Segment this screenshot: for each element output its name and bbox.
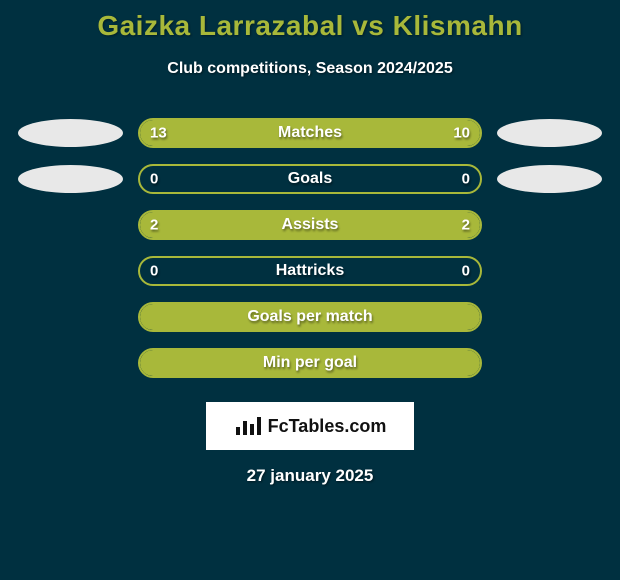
stat-row: Goals per match xyxy=(10,294,610,340)
bars-icon xyxy=(234,415,262,437)
subtitle: Club competitions, Season 2024/2025 xyxy=(0,60,620,78)
fill-left xyxy=(140,212,310,238)
player-right-ellipse xyxy=(497,165,602,193)
stat-bar: Hattricks0 0 xyxy=(138,256,482,286)
date-line: 27 january 2025 xyxy=(0,466,620,486)
player-left-ellipse xyxy=(18,119,123,147)
fill-left xyxy=(140,304,480,330)
stat-bar: Assists22 xyxy=(138,210,482,240)
stat-bar: Min per goal xyxy=(138,348,482,378)
player-left-ellipse xyxy=(18,165,123,193)
stat-row: Hattricks0 0 xyxy=(10,248,610,294)
stat-row: Matches1310 xyxy=(10,110,610,156)
stat-row: Assists22 xyxy=(10,202,610,248)
logo-box: FcTables.com xyxy=(206,402,414,450)
player-right-ellipse xyxy=(497,119,602,147)
value-left: 0 xyxy=(150,263,158,280)
comparison-chart: Matches1310Goals00Assists22Hattricks00Go… xyxy=(0,110,620,386)
fill-right xyxy=(330,120,480,146)
stat-label: Hattricks xyxy=(140,262,480,280)
fill-right xyxy=(310,212,480,238)
stat-label: Goals xyxy=(140,170,480,188)
stat-bar: Goals per match xyxy=(138,302,482,332)
stat-bar: Goals0 0 xyxy=(138,164,482,194)
page-title: Gaizka Larrazabal vs Klismahn xyxy=(0,0,620,42)
stat-row: Goals0 0 xyxy=(10,156,610,202)
stat-row: Min per goal xyxy=(10,340,610,386)
value-right: 0 xyxy=(462,171,470,188)
fill-left xyxy=(140,350,480,376)
fill-left xyxy=(140,120,330,146)
logo-text: FcTables.com xyxy=(268,416,387,437)
value-right: 0 xyxy=(462,263,470,280)
value-left: 0 xyxy=(150,171,158,188)
stat-bar: Matches1310 xyxy=(138,118,482,148)
